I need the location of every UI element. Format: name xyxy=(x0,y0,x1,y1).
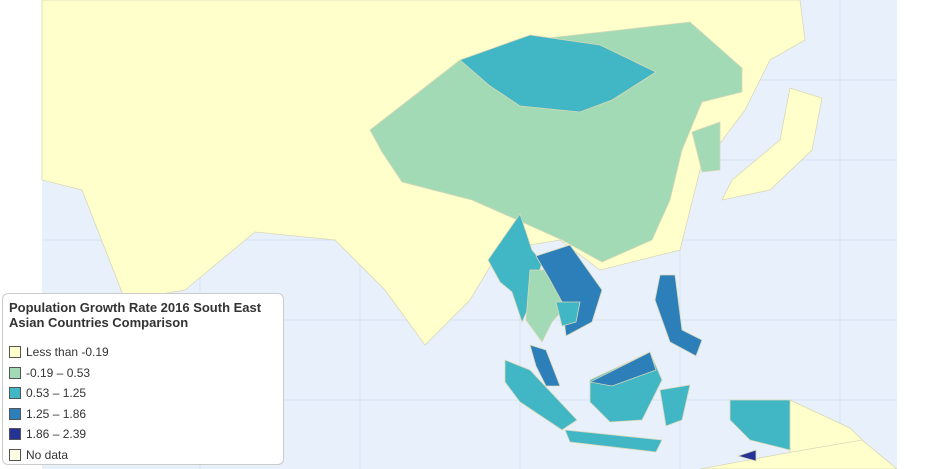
legend-swatch xyxy=(9,448,21,461)
country xyxy=(555,301,581,327)
country xyxy=(535,244,603,337)
country xyxy=(369,21,743,263)
land xyxy=(721,87,823,201)
country xyxy=(529,344,561,387)
legend-item[interactable]: -0.19 – 0.53 xyxy=(9,363,277,384)
legend: Population Growth Rate 2016 South East A… xyxy=(2,293,284,465)
country xyxy=(736,449,757,462)
legend-label: 1.25 – 1.86 xyxy=(26,406,87,421)
legend-title: Population Growth Rate 2016 South East A… xyxy=(9,300,262,330)
legend-label: No data xyxy=(26,447,69,462)
legend-swatch xyxy=(9,387,21,400)
legend-label: 0.53 – 1.25 xyxy=(26,386,87,401)
country xyxy=(659,384,691,427)
legend-label: Less than -0.19 xyxy=(26,345,109,360)
legend-swatch xyxy=(9,346,21,359)
legend-label: -0.19 – 0.53 xyxy=(26,365,91,380)
legend-item[interactable]: 1.86 – 2.39 xyxy=(9,424,277,445)
legend-swatch xyxy=(9,407,21,420)
country xyxy=(504,359,578,431)
legend-items: Less than -0.19 -0.19 – 0.53 0.53 – 1.25 1.… xyxy=(9,342,277,465)
country xyxy=(459,34,657,113)
country xyxy=(654,274,703,357)
country xyxy=(729,399,791,451)
legend-item[interactable]: 0.53 – 1.25 xyxy=(9,383,277,404)
legend-item[interactable]: No data xyxy=(9,445,277,466)
land xyxy=(699,439,898,469)
legend-label: 1.86 – 2.39 xyxy=(26,427,87,442)
legend-item[interactable]: 1.25 – 1.86 xyxy=(9,404,277,425)
legend-swatch xyxy=(9,428,21,441)
country xyxy=(564,429,663,453)
country xyxy=(588,351,657,387)
legend-item[interactable]: Less than -0.19 xyxy=(9,342,277,363)
country xyxy=(691,121,721,173)
countries xyxy=(41,0,898,469)
legend-swatch xyxy=(9,366,21,379)
